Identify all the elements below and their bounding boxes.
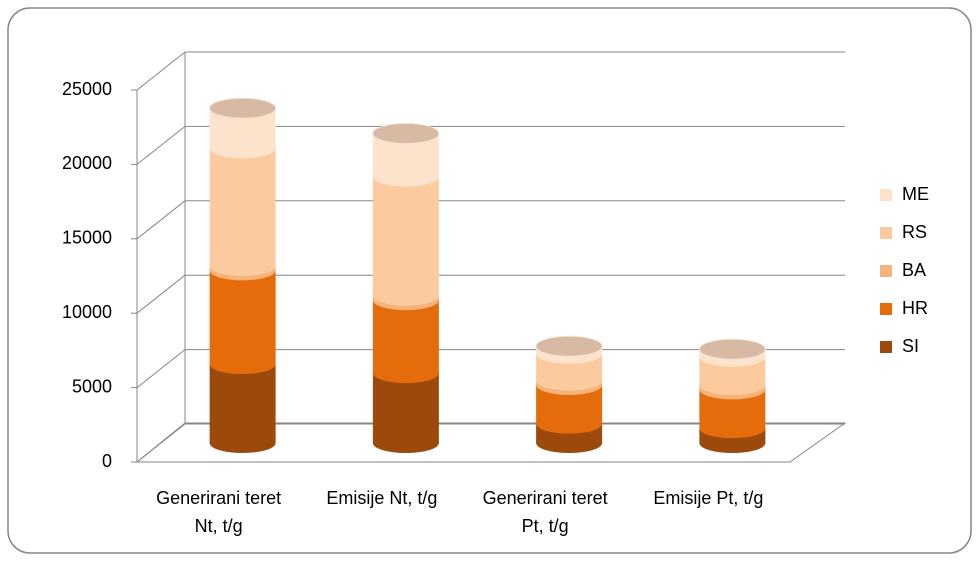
legend-swatch [880, 265, 892, 277]
legend-label: SI [902, 336, 919, 356]
y-tick-label: 15000 [62, 228, 112, 248]
grid-line [136, 423, 186, 463]
legend-label: RS [902, 222, 927, 242]
legend-swatch [880, 341, 892, 353]
legend-swatch [880, 303, 892, 315]
legend-swatch [880, 227, 892, 239]
grid-line [136, 200, 186, 240]
y-tick-label: 5000 [72, 376, 112, 396]
bar-segment [209, 364, 276, 443]
x-tick-label: Generirani teret Nt, t/g [156, 488, 282, 536]
bar-top [535, 335, 603, 357]
x-tick-label: Emisije Pt, t/g [653, 488, 764, 508]
grid-line [136, 126, 186, 165]
grid-line [136, 349, 186, 388]
bar-segment [372, 373, 439, 443]
legend-label: ME [902, 184, 929, 204]
y-tick-label: 0 [102, 451, 112, 471]
y-tick-label: 25000 [62, 79, 112, 99]
bar-segment [209, 270, 276, 365]
y-tick-label: 10000 [62, 302, 112, 322]
x-tick-label: Emisije Nt, t/g [326, 488, 438, 508]
chart-border [7, 7, 972, 554]
bar-segment [209, 148, 276, 266]
floor [135, 422, 847, 463]
y-tick-label: 20000 [62, 153, 112, 173]
bar-top [372, 122, 440, 144]
legend-label: HR [902, 298, 928, 318]
bar-top [209, 97, 277, 119]
bar-segment [372, 300, 439, 374]
legend-swatch [880, 189, 892, 201]
grid-line [136, 274, 186, 314]
legend-label: BA [902, 260, 926, 280]
x-tick-label: Generirani teret Pt, t/g [482, 488, 608, 536]
bar-segment [372, 176, 439, 296]
bar-top [698, 338, 766, 360]
grid-line [136, 51, 186, 91]
